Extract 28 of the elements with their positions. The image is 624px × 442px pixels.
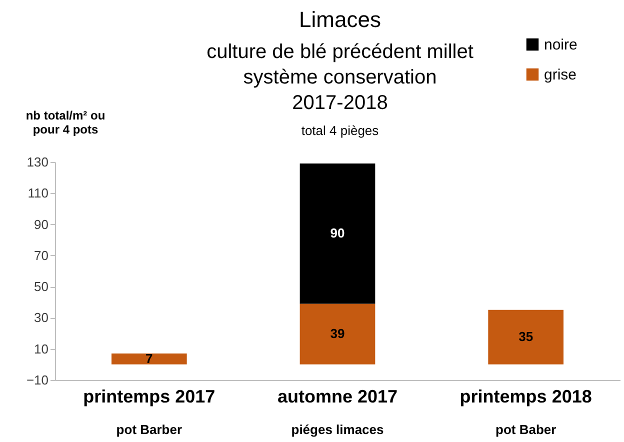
legend-label: grise	[544, 66, 577, 84]
data-label: 35	[518, 329, 534, 344]
legend-label: noire	[544, 36, 578, 54]
y-tick-label: 70	[34, 248, 48, 263]
x-tick-label: printemps 2018	[460, 386, 592, 406]
x-tick-label: automne 2017	[277, 386, 398, 406]
text: pot Baber	[495, 422, 556, 437]
y-tick-label: 130	[26, 154, 48, 170]
y-tick-label: 10	[34, 341, 48, 356]
x-tick-label: printemps 2017	[83, 386, 216, 406]
bar	[112, 354, 187, 364]
y-tick-label: −10	[26, 372, 48, 388]
y-tick-label: 50	[34, 279, 48, 294]
data-label: 90	[330, 226, 345, 241]
y-axis-title: nb total/m² ou pour 4 pots	[26, 108, 106, 136]
text: pot Barber	[116, 422, 182, 437]
bar	[300, 164, 376, 304]
chart-title: Limaces	[299, 7, 381, 32]
bar	[300, 304, 376, 364]
text: piéges limaces	[291, 422, 384, 437]
data-label: 7	[146, 350, 153, 366]
bar	[488, 310, 564, 364]
y-tick-label: 30	[34, 310, 48, 326]
text: total 4 pièges	[301, 123, 380, 138]
y-tick-label: 110	[28, 186, 48, 201]
y-tick-label: 90	[34, 216, 48, 232]
chart-subtitle: culture de blé précédent millet système conservation 2017-2018	[206, 41, 474, 114]
data-label: 39	[330, 326, 345, 342]
